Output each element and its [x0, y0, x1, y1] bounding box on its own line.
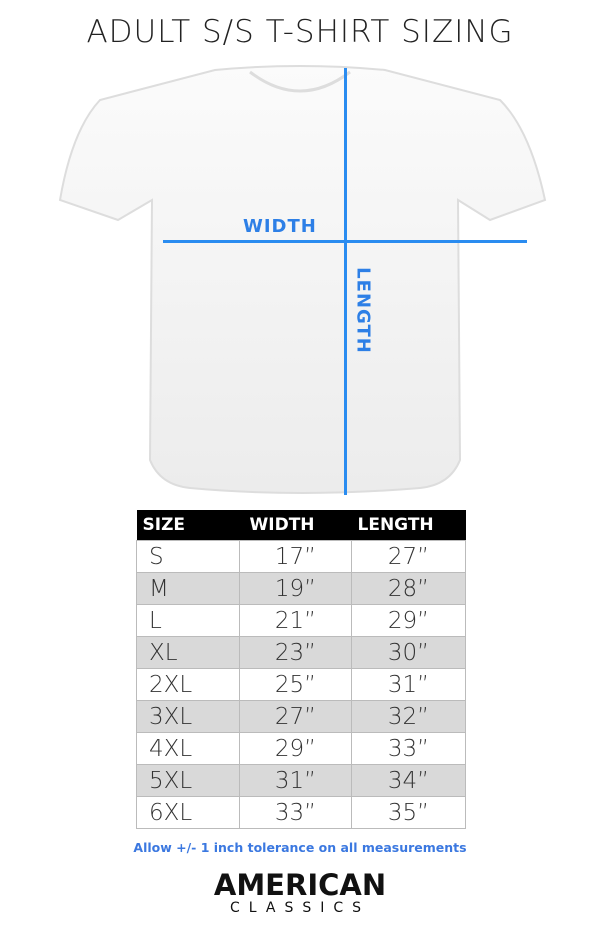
table-row: XL 23” 30” — [136, 636, 466, 669]
width-cell: 27” — [239, 700, 352, 733]
size-cell: L — [136, 604, 240, 637]
length-cell: 32” — [351, 700, 466, 733]
width-line — [163, 240, 527, 243]
width-cell: 19” — [239, 572, 352, 605]
table-row: 4XL 29” 33” — [136, 732, 466, 765]
tolerance-note: Allow +/- 1 inch tolerance on all measur… — [133, 840, 467, 855]
width-cell: 31” — [239, 764, 352, 797]
width-cell: 33” — [239, 796, 352, 829]
header-size: SIZE — [136, 510, 240, 541]
length-cell: 31” — [351, 668, 466, 701]
size-cell: 3XL — [136, 700, 240, 733]
page-title: ADULT S/S T-SHIRT SIZING — [86, 14, 514, 50]
length-cell: 34” — [351, 764, 466, 797]
table-row: S 17” 27” — [136, 540, 466, 573]
length-cell: 29” — [351, 604, 466, 637]
brand-logo-line2: CLASSICS — [229, 900, 371, 916]
size-cell: S — [136, 540, 240, 573]
table-row: 6XL 33” 35” — [136, 796, 466, 829]
table-row: M 19” 28” — [136, 572, 466, 605]
length-cell: 33” — [351, 732, 466, 765]
size-cell: 6XL — [136, 796, 240, 829]
size-cell: 5XL — [136, 764, 240, 797]
header-width: WIDTH — [239, 510, 352, 541]
size-cell: 4XL — [136, 732, 240, 765]
width-cell: 17” — [239, 540, 352, 573]
length-line — [344, 68, 347, 495]
header-length: LENGTH — [351, 510, 466, 541]
length-cell: 28” — [351, 572, 466, 605]
length-cell: 30” — [351, 636, 466, 669]
width-cell: 21” — [239, 604, 352, 637]
width-label: WIDTH — [243, 216, 317, 237]
table-row: L 21” 29” — [136, 604, 466, 637]
tshirt-image — [58, 65, 547, 494]
brand-logo-line1: AMERICAN — [213, 868, 387, 902]
size-cell: XL — [136, 636, 240, 669]
size-cell: 2XL — [136, 668, 240, 701]
width-cell: 29” — [239, 732, 352, 765]
length-cell: 27” — [351, 540, 466, 573]
length-label: LENGTH — [352, 267, 374, 354]
width-cell: 25” — [239, 668, 352, 701]
size-cell: M — [136, 572, 240, 605]
size-table: SIZE WIDTH LENGTH S 17” 27” M 19” 28” L 21” 29” X… — [136, 510, 466, 829]
table-row: 2XL 25” 31” — [136, 668, 466, 701]
width-cell: 23” — [239, 636, 352, 669]
table-row: 5XL 31” 34” — [136, 764, 466, 797]
table-row: 3XL 27” 32” — [136, 700, 466, 733]
length-cell: 35” — [351, 796, 466, 829]
